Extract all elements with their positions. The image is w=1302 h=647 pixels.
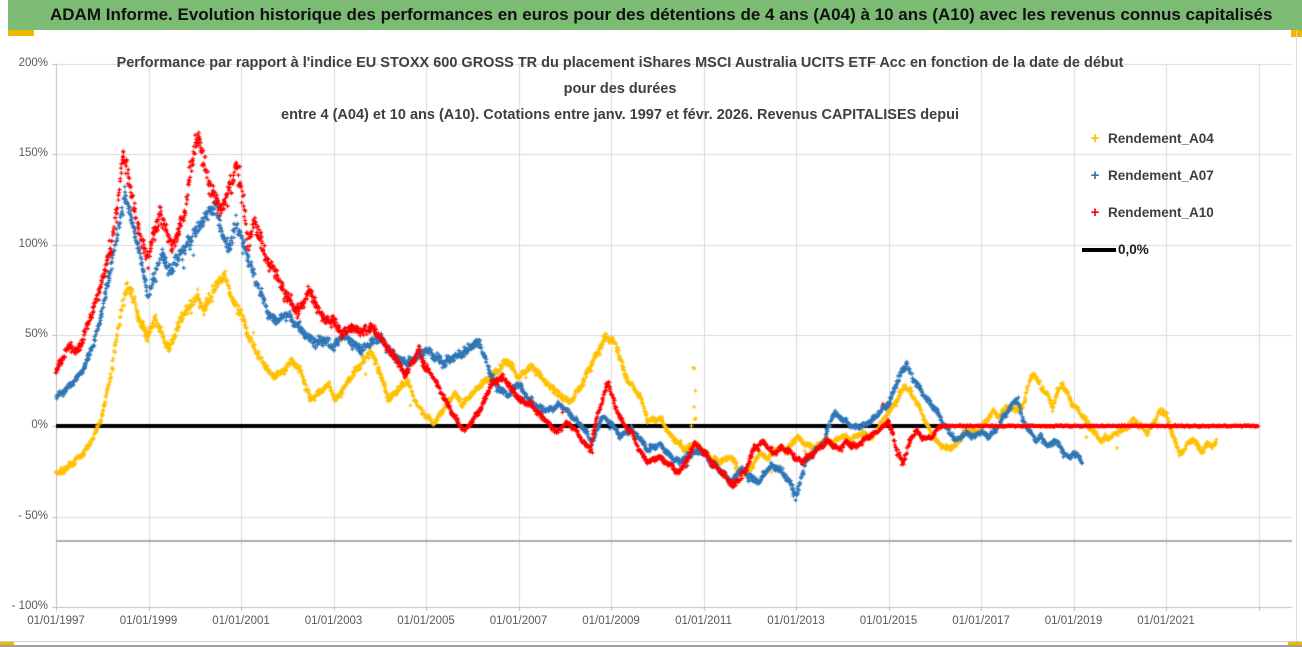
legend-label: 0,0% — [1118, 242, 1149, 257]
gold-corner-mark — [1288, 641, 1302, 647]
x-axis-label: 01/01/2007 — [489, 615, 548, 627]
x-axis-label: 01/01/1999 — [119, 615, 178, 627]
x-axis-label: 01/01/2001 — [212, 615, 270, 627]
chart-legend: + Rendement_A04 + Rendement_A07 + Rendem… — [1082, 120, 1282, 268]
chart-title-line-2: pour des durées — [563, 81, 677, 97]
legend-item-rendement-a07[interactable]: + Rendement_A07 — [1082, 157, 1282, 194]
plus-marker-icon: + — [1090, 204, 1100, 221]
y-axis-label: - 50% — [17, 509, 48, 522]
legend-label: Rendement_A07 — [1108, 168, 1214, 183]
legend-item-zero-line[interactable]: 0,0% — [1082, 231, 1282, 268]
y-axis-label: 150% — [18, 147, 48, 160]
x-axis-label: 01/01/2017 — [952, 615, 1010, 627]
gold-corner-mark — [0, 641, 14, 647]
x-axis-label: 01/01/2011 — [675, 615, 732, 627]
x-axis-label: 01/01/2003 — [304, 615, 363, 627]
chart-border-bottom — [0, 641, 1302, 642]
x-axis-label: 01/01/2015 — [859, 615, 918, 627]
y-axis-label: 0% — [31, 419, 48, 431]
legend-label: Rendement_A10 — [1108, 205, 1214, 220]
chart-border-right — [1296, 31, 1297, 641]
page-title: ADAM Informe. Evolution historique des p… — [50, 5, 1273, 24]
chart-title: Performance par rapport à l'indice EU ST… — [60, 50, 1180, 128]
gold-corner-mark — [8, 30, 34, 36]
y-axis-label: - 100% — [11, 600, 48, 613]
x-axis-label: 01/01/2013 — [767, 615, 825, 627]
legend-label: Rendement_A04 — [1108, 131, 1214, 146]
header-bar: ADAM Informe. Evolution historique des p… — [8, 0, 1302, 30]
y-axis-label: 200% — [18, 56, 48, 69]
chart-title-line-1: Performance par rapport à l'indice EU ST… — [116, 55, 1124, 71]
x-axis-label: 01/01/2009 — [582, 615, 640, 627]
chart-title-line-3: entre 4 (A04) et 10 ans (A10). Cotations… — [281, 107, 959, 123]
plus-marker-icon: + — [1090, 167, 1100, 184]
plus-marker-icon: + — [1090, 130, 1100, 147]
window-bottom-edge — [0, 645, 1302, 647]
y-axis-label: 50% — [24, 328, 48, 341]
legend-item-rendement-a10[interactable]: + Rendement_A10 — [1082, 194, 1282, 231]
legend-item-rendement-a04[interactable]: + Rendement_A04 — [1082, 120, 1282, 157]
y-axis-label: 100% — [18, 237, 48, 250]
x-axis-label: 01/01/2019 — [1044, 615, 1103, 627]
x-axis-label: 01/01/1997 — [27, 615, 85, 627]
x-axis-label: 01/01/2005 — [397, 615, 455, 627]
zero-line-swatch — [1082, 247, 1116, 252]
x-axis-label: 01/01/2021 — [1137, 615, 1195, 627]
